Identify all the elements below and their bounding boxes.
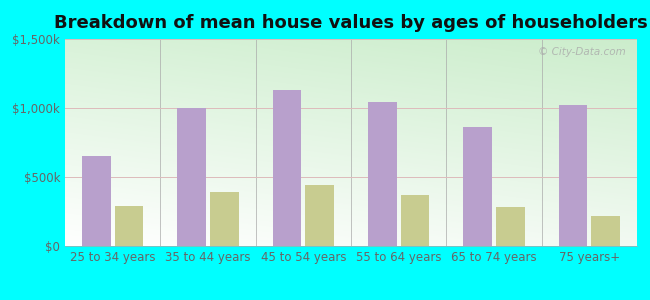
Bar	[273, 90, 302, 246]
Bar	[592, 216, 620, 246]
Bar	[306, 185, 334, 246]
Bar	[559, 105, 588, 246]
Legend: Cutler, Florida: Cutler, Florida	[261, 298, 441, 300]
Bar	[210, 192, 239, 246]
Bar	[82, 156, 111, 246]
Text: © City-Data.com: © City-Data.com	[538, 47, 625, 57]
Bar	[496, 207, 525, 246]
Bar	[114, 206, 143, 246]
Bar	[463, 127, 492, 246]
Bar	[368, 103, 396, 246]
Bar	[400, 195, 429, 246]
Bar	[177, 108, 206, 246]
Title: Breakdown of mean house values by ages of householders: Breakdown of mean house values by ages o…	[54, 14, 648, 32]
